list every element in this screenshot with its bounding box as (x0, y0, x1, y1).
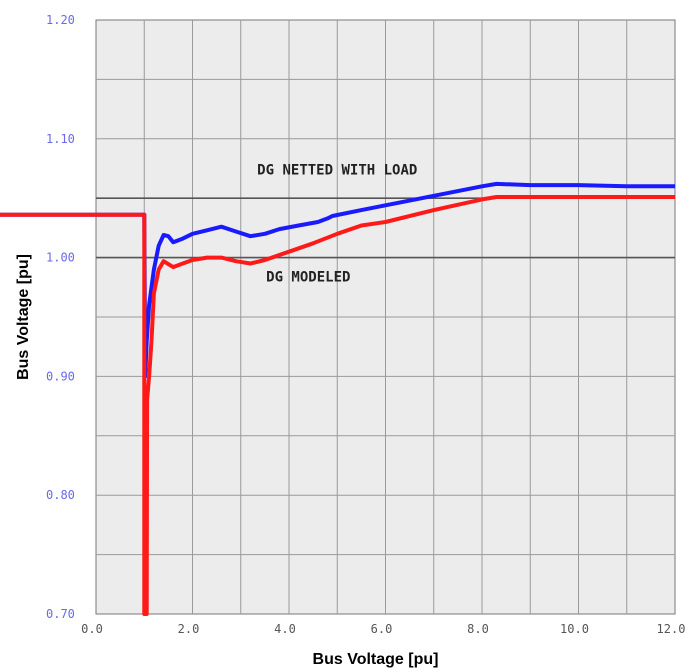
y-tick-labels: 0.70 0.80 0.90 1.00 1.10 1.20 (46, 13, 75, 621)
y-tick-label: 0.80 (46, 488, 75, 502)
x-tick-label: 6.0 (371, 622, 393, 636)
y-tick-label: 1.10 (46, 132, 75, 146)
y-tick-label: 1.20 (46, 13, 75, 27)
series-group (0, 181, 675, 616)
annotation: DG MODELED (266, 269, 350, 285)
x-axis-label: Bus Voltage [pu] (313, 651, 439, 668)
x-tick-label: 2.0 (178, 622, 200, 636)
x-tick-labels: 0.0 2.0 4.0 6.0 8.0 10.0 12.0 (81, 622, 685, 636)
annotation: DG NETTED WITH LOAD (257, 162, 417, 178)
y-axis-label: Bus Voltage [pu] (15, 254, 32, 380)
series-line-2 (0, 195, 675, 616)
y-tick-label: 1.00 (46, 251, 75, 265)
annotations: DG NETTED WITH LOAD DG MODELED (257, 162, 417, 285)
x-tick-label: 10.0 (560, 622, 589, 636)
x-tick-label: 8.0 (467, 622, 489, 636)
x-tick-label: 12.0 (657, 622, 686, 636)
series-line-1 (0, 181, 675, 379)
y-tick-label: 0.70 (46, 607, 75, 621)
y-tick-label: 0.90 (46, 369, 75, 383)
x-tick-label: 4.0 (274, 622, 296, 636)
x-tick-label: 0.0 (81, 622, 103, 636)
